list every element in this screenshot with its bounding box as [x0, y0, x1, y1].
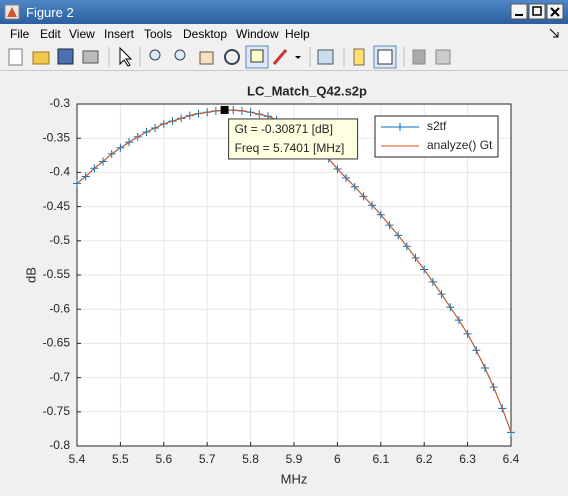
- x-tick-label: 6.1: [372, 452, 389, 466]
- brush-menu[interactable]: [295, 56, 301, 59]
- axes-box: [76, 103, 512, 447]
- menu-item[interactable]: File: [10, 27, 30, 41]
- window-title: Figure 2: [26, 5, 74, 20]
- toolbar: [0, 44, 568, 71]
- y-axis-label: dB: [23, 267, 38, 283]
- x-tick-label: 6: [334, 452, 341, 466]
- link-icon[interactable]: [317, 49, 334, 65]
- y-tick-label: -0.7: [49, 370, 70, 384]
- menu-item[interactable]: Edit: [40, 27, 61, 41]
- app-logo: [7, 7, 17, 17]
- y-tick-label: -0.5: [49, 233, 70, 247]
- y-tick-label: -0.75: [43, 404, 71, 418]
- x-tick-label: 5.6: [155, 452, 172, 466]
- legend-marker: [396, 123, 404, 131]
- menu-item[interactable]: Tools: [144, 27, 173, 41]
- x-axis-label: MHz: [281, 471, 308, 486]
- legend-label: s2tf: [427, 119, 447, 133]
- y-tick-label: -0.45: [43, 199, 71, 213]
- y-tick-label: -0.6: [49, 301, 70, 315]
- x-tick-label: 5.8: [242, 452, 259, 466]
- close-glyph: [550, 7, 560, 17]
- y-tick-label: -0.55: [43, 267, 71, 281]
- x-tick-label: 5.9: [286, 452, 303, 466]
- maximize-glyph: [532, 6, 542, 16]
- datatip-marker: [220, 105, 229, 114]
- figure-canvas: LC_Match_Q42.s2p MHz dB 5.4 5.5 5.6 5.7 5.8 5…: [23, 83, 520, 486]
- datacursor-glyph: [250, 49, 264, 63]
- pan-icon[interactable]: [199, 51, 214, 65]
- legend-label: analyze() Gt: [427, 138, 493, 152]
- colorbar-icon[interactable]: [353, 48, 365, 66]
- zoom-in-icon[interactable]: [149, 49, 161, 61]
- pointer-icon[interactable]: [119, 46, 133, 67]
- x-tick-label: 6.2: [416, 452, 433, 466]
- title-icons: [4, 3, 564, 20]
- y-tick-label: -0.3: [49, 96, 70, 110]
- datatip-text: Freq = 5.7401 [MHz]: [235, 141, 345, 155]
- toolbar-icons: [8, 45, 451, 69]
- hide-tools-icon[interactable]: [412, 49, 426, 65]
- menu-item[interactable]: Desktop: [183, 27, 228, 41]
- legend-glyph: [377, 49, 393, 65]
- save-icon[interactable]: [57, 48, 74, 65]
- x-tick-label: 6.4: [503, 452, 520, 466]
- x-tick-label: 5.7: [199, 452, 216, 466]
- new-icon[interactable]: [8, 48, 23, 66]
- y-tick-label: -0.65: [43, 336, 71, 350]
- open-icon[interactable]: [32, 51, 50, 65]
- legend-box: [374, 115, 499, 158]
- print-icon[interactable]: [82, 50, 99, 64]
- menu-item[interactable]: Window: [236, 27, 279, 41]
- chart-title: LC_Match_Q42.s2p: [247, 83, 367, 98]
- zoom-out-icon[interactable]: [174, 49, 186, 61]
- y-tick-label: -0.8: [49, 438, 70, 452]
- datatip-text: Gt = -0.30871 [dB]: [235, 122, 333, 136]
- minimize-button[interactable]: [510, 3, 528, 20]
- y-tick-label: -0.4: [49, 165, 70, 179]
- brush-icon[interactable]: [272, 49, 288, 65]
- menu-item[interactable]: Insert: [104, 27, 135, 41]
- show-tools-icon[interactable]: [435, 49, 451, 65]
- x-tick-label: 5.4: [69, 452, 86, 466]
- menu-bar: File Edit View Insert Tools Desktop Wind…: [0, 24, 568, 44]
- menu-item[interactable]: View: [69, 27, 95, 41]
- x-tick-label: 6.3: [459, 452, 476, 466]
- menu-item[interactable]: Help: [285, 27, 310, 41]
- datatip-box: [228, 118, 359, 160]
- y-tick-label: -0.35: [43, 130, 71, 144]
- title-bar: Figure 2: [0, 0, 568, 24]
- menu-arrow: [549, 28, 559, 38]
- x-tick-label: 5.5: [112, 452, 129, 466]
- rotate-icon[interactable]: [224, 49, 240, 65]
